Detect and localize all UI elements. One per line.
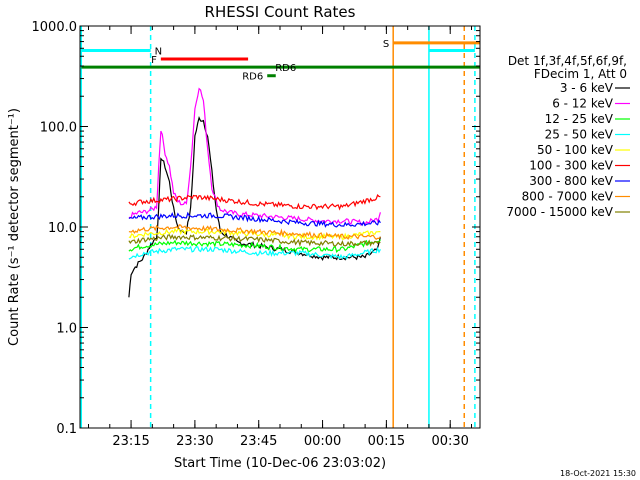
legend: Det 1f,3f,4f,5f,6f,9f,FDecim 1, Att 03 -… (506, 54, 630, 219)
legend-header-1: FDecim 1, Att 0 (534, 67, 627, 81)
x-axis-label: Start Time (10-Dec-06 23:03:02) (174, 456, 386, 471)
instrument-state-lines (80, 26, 476, 428)
x-tick-label-1: 23:30 (176, 434, 213, 449)
x-tick-label-2: 23:45 (240, 434, 277, 449)
y-tick-label-2: 10.0 (48, 221, 77, 236)
legend-header-0: Det 1f,3f,4f,5f,6f,9f, (508, 54, 627, 68)
state-bar-label-4: S (383, 39, 389, 50)
y-axis-label: Count Rate (s⁻¹ detector segment⁻¹) (7, 108, 22, 346)
legend-entry-800-7000-kev: 800 - 7000 keV (522, 190, 614, 204)
series-line-25-50-kev (128, 245, 381, 260)
series-line-300-800-kev (128, 211, 381, 228)
state-bar-label-2: RD6 (275, 63, 296, 74)
series-line-6-12-kev (128, 87, 381, 227)
y-tick-label-3: 100.0 (40, 121, 77, 136)
series-line-7000-15000-kev (128, 233, 381, 248)
legend-entry-25-50-kev: 25 - 50 keV (545, 128, 614, 142)
x-tick-label-5: 00:30 (431, 434, 468, 449)
legend-entry-50-100-kev: 50 - 100 keV (537, 143, 614, 157)
y-tick-label-4: 1000.0 (32, 20, 78, 35)
x-tick-label-4: 00:15 (368, 434, 405, 449)
series-line-12-25-kev (128, 239, 381, 253)
legend-entry-12-25-kev: 12 - 25 keV (545, 112, 614, 126)
legend-entry-100-300-kev: 100 - 300 keV (529, 159, 613, 173)
series-line-800-7000-kev (128, 224, 381, 241)
legend-entry-3-6-kev: 3 - 6 keV (560, 81, 614, 95)
legend-entry-6-12-kev: 6 - 12 keV (552, 97, 614, 111)
plot-frame (79, 25, 481, 429)
axes: 23:15 23:30 23:45 00:00 00:15 00:30 0.1 1.0 10.0… (32, 20, 480, 449)
series-line-3-6-kev (128, 116, 381, 298)
instrument-state-bars: NF RD6 RD6 S (81, 39, 480, 83)
x-tick-label-3: 00:00 (304, 434, 341, 449)
legend-entry-7000-15000-kev: 7000 - 15000 keV (506, 205, 613, 219)
x-tick-label-0: 23:15 (112, 434, 149, 449)
state-bar-label-1: F (151, 55, 157, 66)
state-bar-label-0: N (155, 47, 162, 58)
y-tick-label-0: 0.1 (56, 422, 77, 437)
legend-entry-300-800-kev: 300 - 800 keV (529, 174, 613, 188)
footer-timestamp: 18-Oct-2021 15:30 (560, 469, 636, 478)
y-tick-label-1: 1.0 (56, 322, 77, 337)
series-lines (128, 87, 381, 298)
state-bar-label-3: RD6 (242, 72, 263, 83)
series-line-100-300-kev (128, 194, 381, 211)
chart-title: RHESSI Count Rates (205, 3, 356, 21)
